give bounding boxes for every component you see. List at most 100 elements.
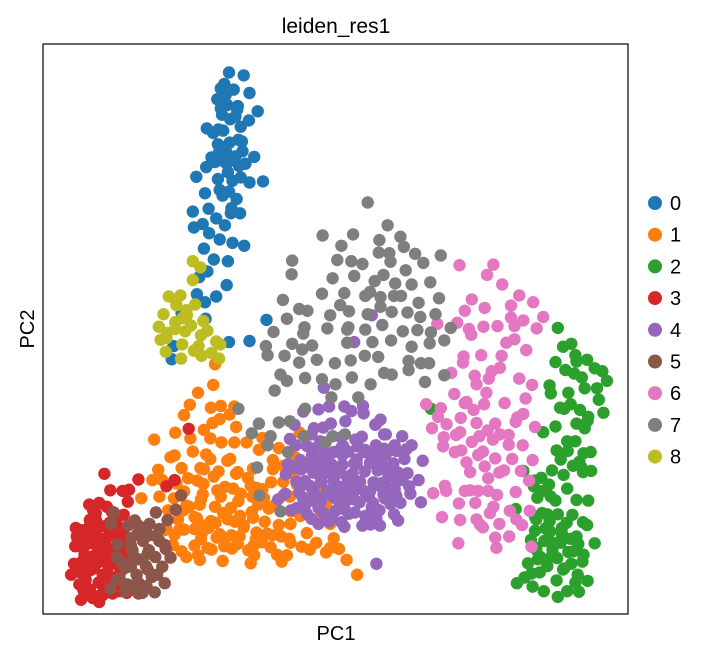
point-cluster-1 <box>201 541 214 555</box>
point-cluster-6 <box>470 378 483 391</box>
point-cluster-6 <box>427 487 440 500</box>
point-cluster-0 <box>237 69 250 82</box>
point-cluster-0 <box>210 290 223 303</box>
point-cluster-2 <box>590 382 604 395</box>
point-cluster-7 <box>278 349 291 362</box>
legend-label-4: 4 <box>670 320 681 342</box>
point-cluster-7 <box>252 417 266 430</box>
point-cluster-3 <box>81 537 94 551</box>
point-cluster-7 <box>298 371 312 385</box>
point-cluster-0 <box>198 187 212 200</box>
point-cluster-5 <box>153 534 166 548</box>
point-cluster-4 <box>290 475 303 488</box>
point-cluster-6 <box>489 531 502 544</box>
point-cluster-2 <box>573 455 586 468</box>
point-cluster-2 <box>539 522 552 535</box>
point-cluster-0 <box>238 239 251 252</box>
point-cluster-1 <box>197 477 210 491</box>
point-cluster-0 <box>213 233 226 246</box>
point-cluster-3 <box>90 516 104 529</box>
point-cluster-0 <box>212 146 226 159</box>
point-cluster-2 <box>557 468 570 482</box>
point-cluster-5 <box>136 522 149 535</box>
point-cluster-1 <box>300 526 313 540</box>
point-cluster-6 <box>480 268 494 282</box>
point-cluster-4 <box>388 439 401 452</box>
point-cluster-7 <box>405 340 418 353</box>
legend-item-2: 2 <box>648 256 681 278</box>
point-cluster-1 <box>200 448 213 461</box>
point-cluster-6 <box>514 464 528 478</box>
point-cluster-7 <box>372 246 385 259</box>
point-cluster-2 <box>510 577 524 590</box>
legend-marker-1 <box>648 227 662 242</box>
legend-item-3: 3 <box>648 288 681 310</box>
point-cluster-1 <box>228 515 242 528</box>
point-cluster-7 <box>411 323 424 337</box>
point-cluster-6 <box>483 506 497 520</box>
point-cluster-2 <box>549 355 562 369</box>
point-cluster-7 <box>296 343 309 356</box>
point-cluster-5 <box>110 573 123 586</box>
point-cluster-7 <box>412 296 425 309</box>
point-cluster-0 <box>186 205 199 218</box>
legend-item-7: 7 <box>648 415 681 437</box>
point-cluster-4 <box>303 479 316 492</box>
point-cluster-8 <box>157 308 170 321</box>
point-cluster-0 <box>242 114 256 127</box>
point-cluster-6 <box>431 317 444 331</box>
point-cluster-3 <box>182 422 195 435</box>
point-cluster-0 <box>187 221 201 234</box>
point-cluster-1 <box>215 436 228 449</box>
point-cluster-4 <box>336 448 349 462</box>
point-cluster-7 <box>346 228 360 241</box>
point-cluster-3 <box>104 484 117 497</box>
point-cluster-2 <box>588 362 601 375</box>
point-cluster-6 <box>453 426 467 439</box>
point-cluster-1 <box>164 451 177 464</box>
point-cluster-7 <box>348 269 361 283</box>
point-cluster-2 <box>562 386 575 399</box>
point-cluster-3 <box>70 529 84 543</box>
point-cluster-6 <box>497 464 511 477</box>
point-cluster-6 <box>448 387 461 401</box>
point-cluster-7 <box>261 349 274 362</box>
series-cluster-5 <box>104 489 188 600</box>
point-cluster-0 <box>190 288 204 301</box>
point-cluster-5 <box>158 577 171 590</box>
point-cluster-1 <box>207 378 220 392</box>
point-cluster-7 <box>423 337 436 350</box>
point-cluster-0 <box>260 313 273 327</box>
point-cluster-2 <box>526 580 539 593</box>
point-cluster-7 <box>319 436 332 449</box>
point-cluster-1 <box>217 506 230 520</box>
point-cluster-6 <box>503 530 516 543</box>
point-cluster-7 <box>326 272 339 285</box>
point-cluster-6 <box>516 439 529 452</box>
point-cluster-4 <box>300 439 313 453</box>
point-cluster-8 <box>162 290 175 303</box>
series-cluster-0 <box>165 66 273 366</box>
point-cluster-4 <box>390 489 403 503</box>
point-cluster-6 <box>530 322 543 335</box>
point-cluster-2 <box>570 493 583 507</box>
point-cluster-8 <box>174 352 188 365</box>
point-cluster-6 <box>470 416 483 430</box>
point-cluster-7 <box>321 322 334 335</box>
point-cluster-5 <box>124 560 137 573</box>
y-axis-label: PC2 <box>17 310 39 349</box>
legend-item-6: 6 <box>648 383 681 405</box>
point-cluster-1 <box>266 463 280 476</box>
point-cluster-4 <box>348 476 361 490</box>
plot-frame <box>42 43 629 615</box>
point-cluster-6 <box>513 289 526 302</box>
legend-item-4: 4 <box>648 320 681 342</box>
legend-marker-6 <box>648 386 662 401</box>
legend-item-0: 0 <box>648 193 681 215</box>
point-cluster-2 <box>561 444 574 458</box>
point-cluster-4 <box>377 442 391 455</box>
series-cluster-7 <box>232 196 457 518</box>
point-cluster-1 <box>209 516 222 529</box>
point-cluster-7 <box>361 308 374 321</box>
point-cluster-3 <box>94 534 107 547</box>
